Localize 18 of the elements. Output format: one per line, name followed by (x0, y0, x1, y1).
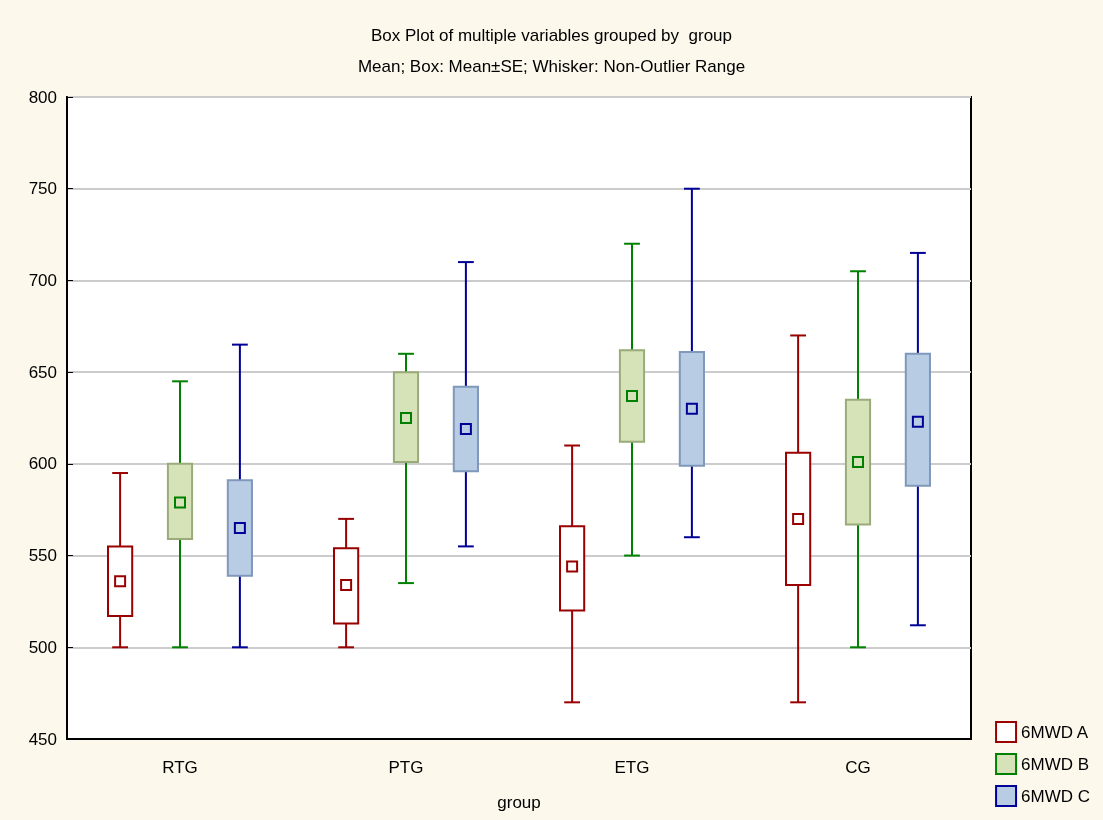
y-tick-label: 800 (28, 87, 57, 107)
y-tick-label: 600 (28, 454, 57, 474)
y-tick-label: 650 (28, 362, 57, 382)
y-tick-label: 550 (28, 546, 57, 566)
chart-subtitle: Mean; Box: Mean±SE; Whisker: Non-Outlier Range (357, 57, 746, 76)
x-tick-label: PTG (388, 758, 424, 777)
y-tick-label: 700 (28, 270, 57, 290)
y-tick-label: 750 (28, 179, 57, 199)
x-axis-title: group (497, 793, 541, 812)
chart-title: Box Plot of multiple variables grouped by group (371, 26, 732, 45)
legend-label: 6MWD B (1021, 754, 1090, 774)
legend-label: 6MWD C (1021, 786, 1091, 806)
x-tick-label: CG (845, 758, 871, 777)
x-tick-label: ETG (614, 758, 650, 777)
x-tick-label: RTG (162, 758, 198, 777)
y-tick-label: 500 (28, 637, 57, 657)
y-tick-label: 450 (28, 729, 57, 749)
legend-label: 6MWD A (1021, 722, 1089, 742)
